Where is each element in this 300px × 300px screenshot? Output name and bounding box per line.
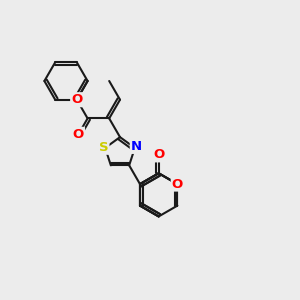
Text: O: O — [73, 128, 84, 141]
Text: N: N — [131, 140, 142, 153]
Text: O: O — [153, 148, 164, 161]
Text: O: O — [172, 178, 183, 190]
Text: O: O — [71, 93, 82, 106]
Text: S: S — [99, 141, 109, 154]
